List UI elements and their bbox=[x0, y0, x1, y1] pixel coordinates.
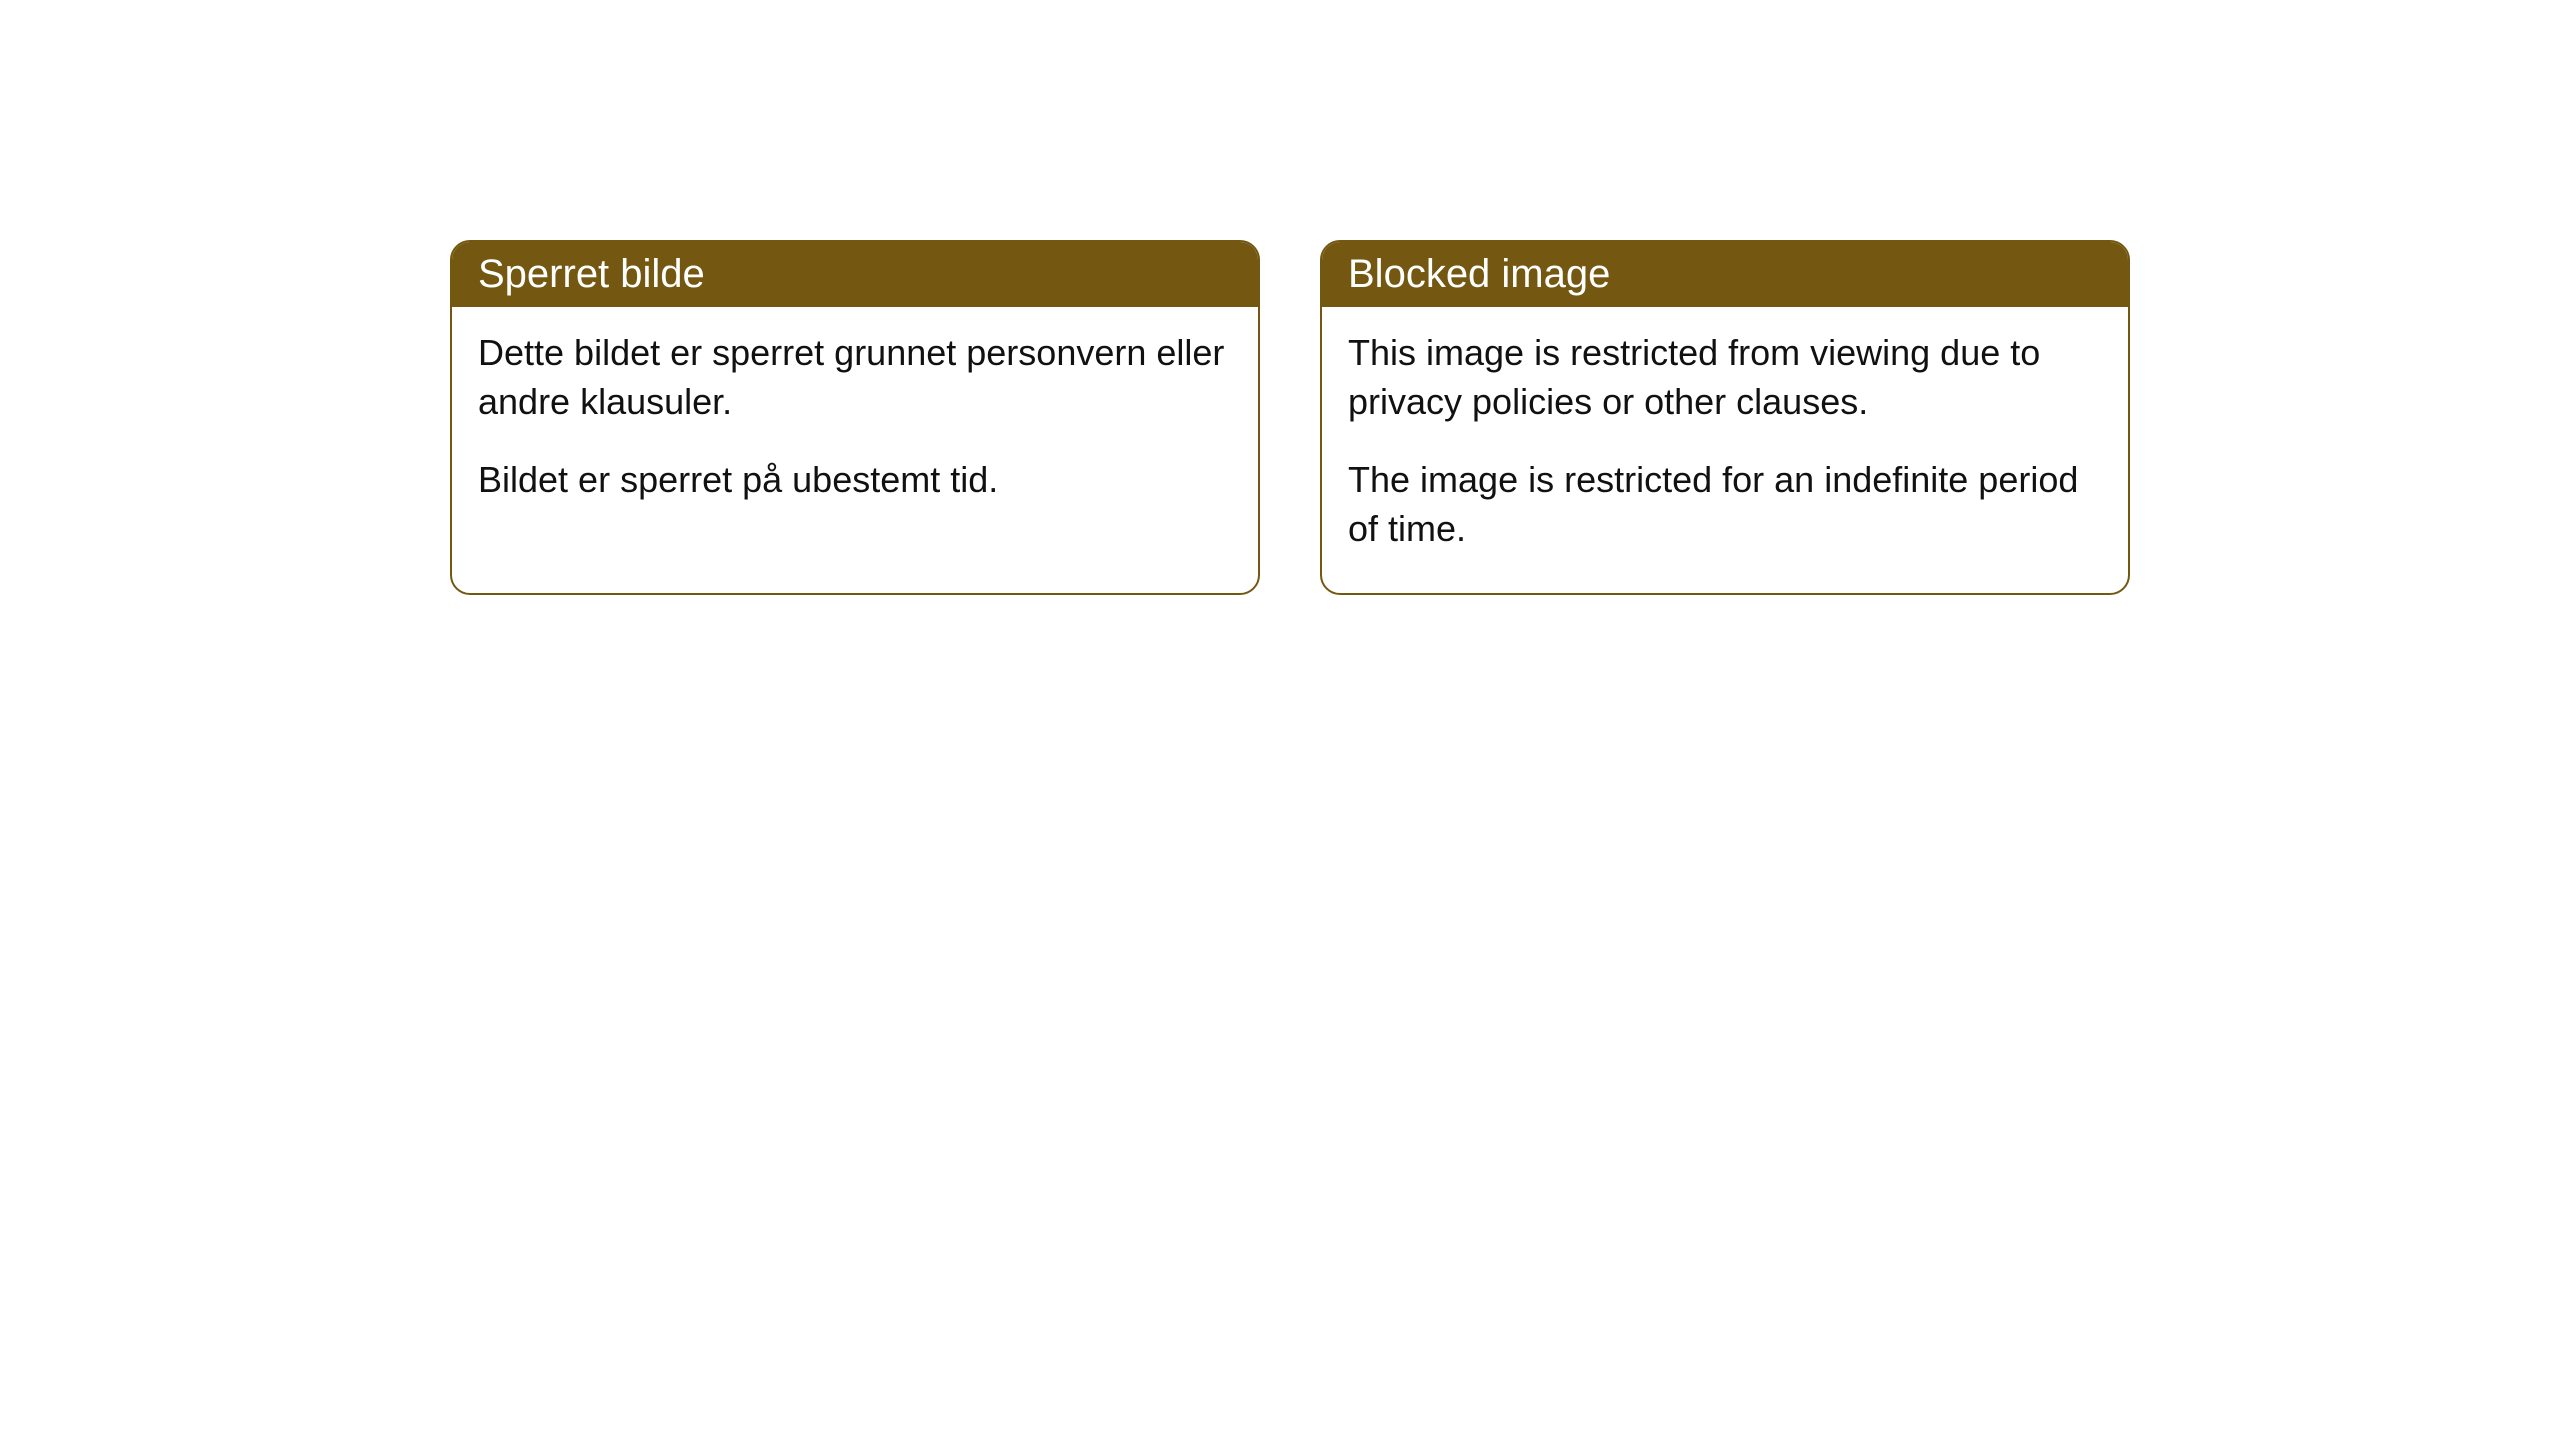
card-text-en-1: This image is restricted from viewing du… bbox=[1348, 329, 2102, 426]
card-title-no: Sperret bilde bbox=[478, 252, 705, 296]
card-text-no-2: Bildet er sperret på ubestemt tid. bbox=[478, 456, 1232, 505]
card-body-no: Dette bildet er sperret grunnet personve… bbox=[452, 307, 1258, 545]
card-title-en: Blocked image bbox=[1348, 252, 1610, 296]
card-header-en: Blocked image bbox=[1322, 242, 2128, 307]
card-header-no: Sperret bilde bbox=[452, 242, 1258, 307]
blocked-image-card-no: Sperret bilde Dette bildet er sperret gr… bbox=[450, 240, 1260, 595]
card-body-en: This image is restricted from viewing du… bbox=[1322, 307, 2128, 593]
card-text-no-1: Dette bildet er sperret grunnet personve… bbox=[478, 329, 1232, 426]
blocked-image-card-en: Blocked image This image is restricted f… bbox=[1320, 240, 2130, 595]
card-text-en-2: The image is restricted for an indefinit… bbox=[1348, 456, 2102, 553]
notice-cards-container: Sperret bilde Dette bildet er sperret gr… bbox=[450, 240, 2130, 595]
